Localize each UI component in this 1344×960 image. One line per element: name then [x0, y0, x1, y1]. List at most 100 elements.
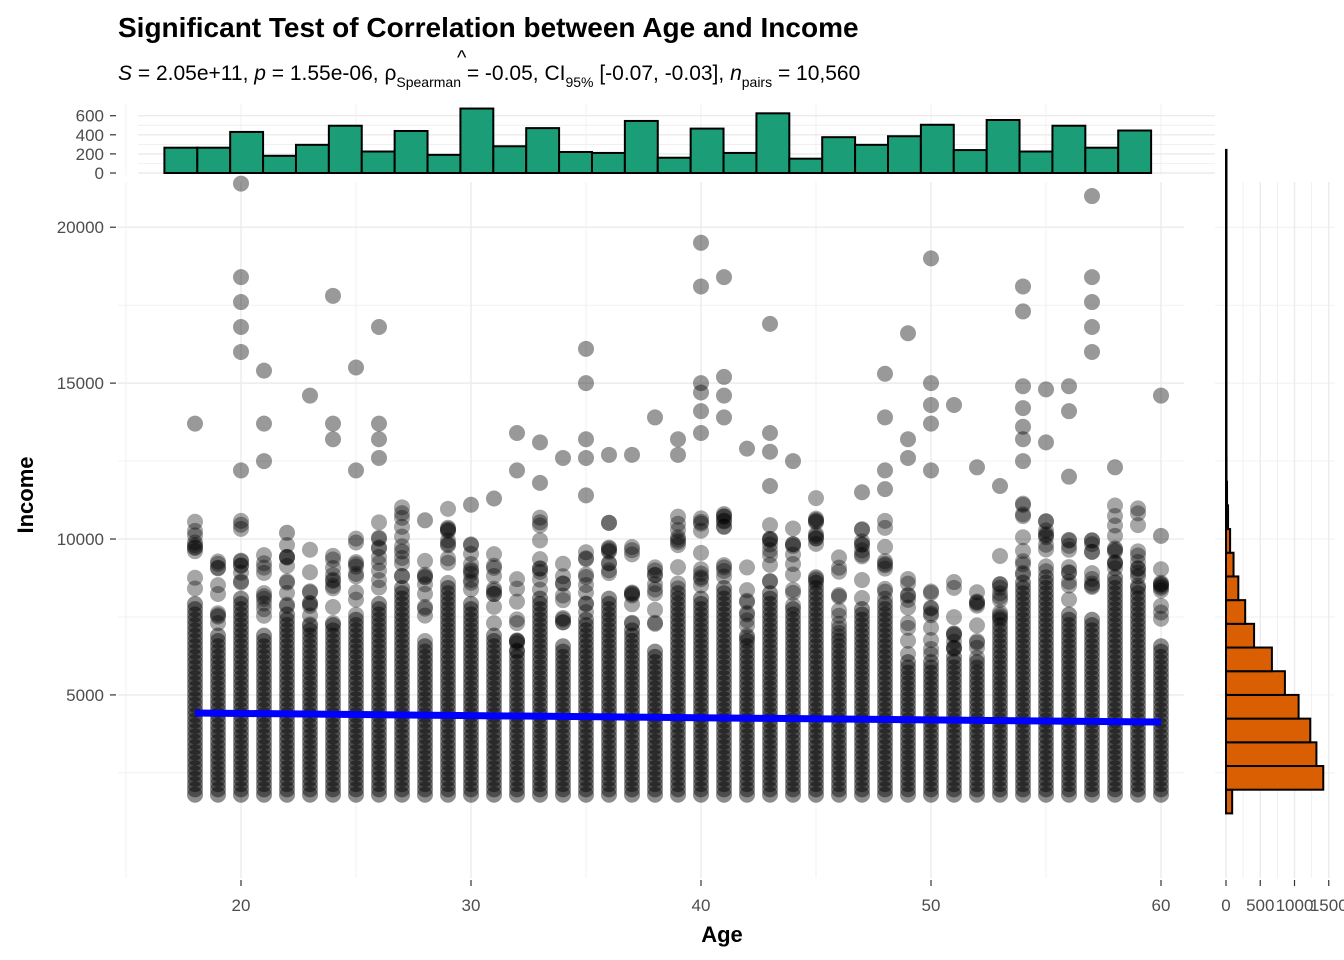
- data-point: [325, 691, 341, 708]
- data-point: [187, 733, 203, 750]
- top-hist-bar: [985, 118, 1021, 174]
- data-point: [1061, 622, 1077, 639]
- data-point: [877, 781, 893, 798]
- data-point: [417, 552, 433, 569]
- data-point: [578, 776, 594, 793]
- data-point: [946, 639, 962, 656]
- data-point: [1107, 770, 1123, 787]
- data-point: [509, 615, 525, 632]
- data-point: [923, 776, 939, 793]
- data-point: [1084, 565, 1100, 582]
- data-point: [371, 449, 387, 466]
- data-point: [716, 654, 732, 671]
- data-point: [716, 670, 732, 687]
- data-point: [440, 535, 456, 552]
- data-point: [1153, 576, 1169, 593]
- data-point: [532, 770, 548, 787]
- data-point: [325, 685, 341, 702]
- data-point: [440, 632, 456, 649]
- data-point: [325, 614, 341, 631]
- data-point: [831, 754, 847, 771]
- data-point: [417, 607, 433, 624]
- data-point: [693, 643, 709, 660]
- data-point: [509, 648, 525, 665]
- data-point: [1084, 760, 1100, 777]
- data-point: [762, 611, 778, 628]
- data-point: [1061, 781, 1077, 798]
- data-point: [532, 606, 548, 623]
- data-point: [1084, 738, 1100, 755]
- data-point: [256, 675, 272, 692]
- data-point: [601, 733, 617, 750]
- data-point: [854, 770, 870, 787]
- data-point: [946, 648, 962, 665]
- data-point: [739, 691, 755, 708]
- data-point: [693, 627, 709, 644]
- data-point: [670, 537, 686, 554]
- data-point: [647, 559, 663, 576]
- data-point: [670, 601, 686, 618]
- data-point: [854, 484, 870, 501]
- data-point: [210, 559, 226, 576]
- data-point: [854, 675, 870, 692]
- data-point: [670, 781, 686, 798]
- data-point: [762, 542, 778, 559]
- data-point: [578, 717, 594, 734]
- data-point: [1038, 601, 1054, 618]
- data-point: [1015, 400, 1031, 417]
- data-point: [785, 584, 801, 601]
- data-point: [1084, 670, 1100, 687]
- data-point: [256, 453, 272, 470]
- data-point: [325, 580, 341, 597]
- data-point: [716, 568, 732, 585]
- data-point: [302, 616, 318, 633]
- data-point: [923, 770, 939, 787]
- data-point: [394, 590, 410, 607]
- data-point: [1015, 749, 1031, 766]
- data-point: [302, 717, 318, 734]
- data-point: [1038, 622, 1054, 639]
- data-point: [601, 540, 617, 557]
- data-point: [1084, 781, 1100, 798]
- data-point: [440, 574, 456, 591]
- data-point: [1107, 554, 1123, 571]
- data-point: [1130, 744, 1146, 761]
- data-point: [463, 643, 479, 660]
- data-point: [279, 776, 295, 793]
- data-point: [1130, 577, 1146, 594]
- data-point: [279, 728, 295, 745]
- data-point: [877, 560, 893, 577]
- data-point: [1107, 648, 1123, 665]
- data-point: [601, 595, 617, 612]
- data-point: [417, 585, 433, 602]
- data-point: [739, 738, 755, 755]
- data-point: [739, 781, 755, 798]
- data-point: [187, 760, 203, 777]
- data-point: [946, 738, 962, 755]
- data-point: [670, 675, 686, 692]
- data-point: [762, 786, 778, 803]
- data-point: [923, 607, 939, 624]
- data-point: [785, 765, 801, 782]
- data-point: [325, 675, 341, 692]
- data-point: [555, 675, 571, 692]
- data-point: [831, 701, 847, 718]
- data-point: [279, 557, 295, 574]
- data-point: [325, 738, 341, 755]
- data-point: [923, 600, 939, 617]
- data-point: [463, 691, 479, 708]
- data-point: [1015, 542, 1031, 559]
- data-point: [348, 558, 364, 575]
- data-point: [601, 728, 617, 745]
- data-point: [1107, 754, 1123, 771]
- data-point: [279, 760, 295, 777]
- data-point: [187, 765, 203, 782]
- data-point: [785, 770, 801, 787]
- data-point: [739, 786, 755, 803]
- data-point: [578, 375, 594, 392]
- data-point: [440, 585, 456, 602]
- data-point: [854, 536, 870, 553]
- y-tick-label: 5000: [66, 686, 104, 705]
- data-point: [1130, 664, 1146, 681]
